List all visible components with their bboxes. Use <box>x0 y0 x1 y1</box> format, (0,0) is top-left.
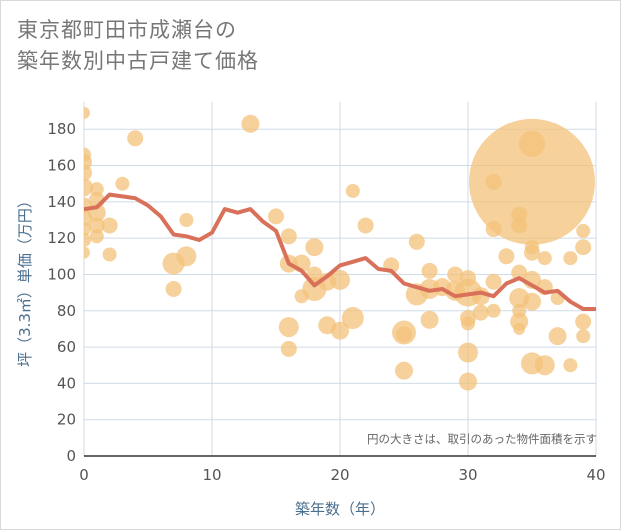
data-bubble <box>84 164 92 181</box>
data-bubble <box>396 326 412 343</box>
data-bubble <box>575 239 592 256</box>
data-bubble <box>408 233 425 250</box>
y-tick-label: 140 <box>47 193 76 211</box>
data-bubble <box>101 217 118 234</box>
x-tick-label: 0 <box>79 466 89 484</box>
data-bubble <box>420 310 439 329</box>
data-bubble <box>345 183 360 198</box>
x-tick-label: 30 <box>458 466 477 484</box>
data-bubble <box>421 262 438 279</box>
data-bubble <box>84 246 90 259</box>
x-tick-label: 40 <box>586 466 605 484</box>
y-axis-title: 坪（3.3㎡）単価（万円） <box>16 193 34 367</box>
data-bubble <box>563 251 578 266</box>
data-bubble <box>341 307 364 330</box>
data-bubble <box>519 130 545 157</box>
data-bubble <box>513 322 526 335</box>
data-bubble <box>576 329 591 344</box>
trend-line <box>84 192 596 311</box>
data-bubble <box>165 280 182 297</box>
data-bubble <box>447 266 464 283</box>
data-bubble <box>89 229 104 244</box>
y-tick-label: 20 <box>57 411 76 429</box>
data-bubble <box>176 246 197 267</box>
size-note: 円の大きさは、取引のあった物件面積を示す <box>367 432 597 446</box>
data-bubble <box>511 264 528 281</box>
data-bubble <box>102 247 117 262</box>
y-tick-label: 80 <box>57 302 76 320</box>
data-bubble <box>84 232 91 247</box>
data-bubble <box>469 118 595 245</box>
data-bubble <box>305 238 324 257</box>
data-bubble <box>563 358 578 373</box>
x-tick-label: 20 <box>330 466 349 484</box>
data-bubble <box>280 228 297 245</box>
grid-lines <box>83 102 597 457</box>
data-bubble <box>84 106 90 119</box>
data-bubble <box>485 273 502 290</box>
data-bubble <box>525 240 539 255</box>
data-bubble <box>485 173 502 190</box>
data-bubble <box>179 213 194 227</box>
x-axis-title: 築年数（年） <box>295 500 385 518</box>
data-bubble <box>537 251 552 266</box>
data-bubble <box>89 182 104 197</box>
data-bubble <box>115 176 130 191</box>
data-bubble <box>278 317 299 338</box>
data-bubble <box>498 248 515 265</box>
trend-layer <box>84 192 596 311</box>
data-bubble <box>84 222 91 237</box>
data-bubble <box>575 313 592 330</box>
data-bubble <box>268 208 284 225</box>
y-tick-label: 100 <box>47 265 76 283</box>
data-bubble <box>461 316 475 331</box>
data-bubble <box>460 270 476 287</box>
title-line-1: 東京都町田市成瀬台の <box>17 18 237 42</box>
y-tick-labels: 0 20 40 60 80 100 120 140 160 180 <box>47 120 76 465</box>
title-line-2: 築年数別中古戸建て価格 <box>17 49 259 73</box>
data-bubble <box>127 130 144 147</box>
x-tick-label: 10 <box>202 466 221 484</box>
data-bubble <box>294 289 309 304</box>
data-bubble <box>459 372 477 391</box>
data-bubble <box>511 217 528 234</box>
y-tick-label: 0 <box>66 447 76 465</box>
chart-title: 東京都町田市成瀬台の 築年数別中古戸建て価格 <box>17 15 517 77</box>
data-bubble <box>395 361 413 380</box>
data-bubble <box>485 221 502 238</box>
bubble-layer <box>84 106 595 391</box>
x-tick-labels: 0 10 20 30 40 <box>79 466 605 484</box>
y-tick-label: 180 <box>47 120 76 138</box>
data-bubble <box>523 292 541 311</box>
y-tick-label: 160 <box>47 157 76 175</box>
data-bubble <box>576 223 591 238</box>
data-bubble <box>486 303 501 318</box>
data-bubble <box>280 340 297 357</box>
data-bubble <box>241 114 260 133</box>
data-bubble <box>458 342 478 363</box>
y-tick-label: 40 <box>57 374 76 392</box>
y-tick-label: 120 <box>47 229 76 247</box>
data-bubble <box>88 217 105 234</box>
data-bubble <box>472 304 489 321</box>
y-tick-label: 60 <box>57 338 76 356</box>
data-bubble <box>84 147 91 162</box>
data-bubble <box>331 321 349 340</box>
data-bubble <box>534 355 555 376</box>
data-bubble <box>548 327 567 346</box>
data-bubble <box>512 303 527 318</box>
data-bubble <box>357 217 374 234</box>
